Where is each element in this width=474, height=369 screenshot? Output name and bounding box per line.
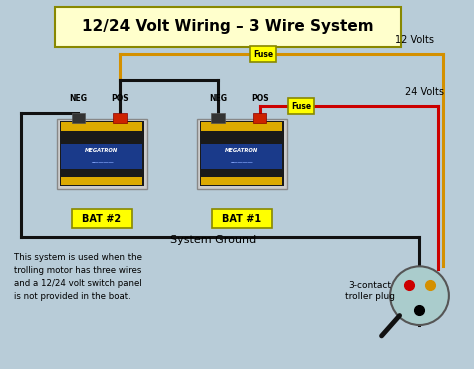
Circle shape — [390, 266, 449, 325]
FancyBboxPatch shape — [212, 209, 272, 228]
Text: 3-contact
troller plug: 3-contact troller plug — [345, 281, 395, 301]
Text: POS: POS — [251, 94, 269, 103]
FancyBboxPatch shape — [55, 7, 401, 47]
FancyBboxPatch shape — [201, 122, 283, 131]
Text: MEGATRON: MEGATRON — [225, 148, 258, 154]
Text: ─────────: ───────── — [230, 161, 253, 165]
Text: Fuse: Fuse — [253, 50, 273, 59]
Text: NEG: NEG — [209, 94, 227, 103]
FancyBboxPatch shape — [197, 118, 286, 189]
Text: BAT #2: BAT #2 — [82, 214, 121, 224]
FancyBboxPatch shape — [250, 46, 276, 62]
FancyBboxPatch shape — [62, 177, 142, 185]
FancyBboxPatch shape — [288, 99, 314, 114]
Text: BAT #1: BAT #1 — [222, 214, 261, 224]
FancyBboxPatch shape — [211, 113, 225, 123]
Text: 12/24 Volt Wiring – 3 Wire System: 12/24 Volt Wiring – 3 Wire System — [82, 20, 374, 34]
FancyBboxPatch shape — [57, 118, 147, 189]
FancyBboxPatch shape — [62, 144, 142, 169]
FancyBboxPatch shape — [201, 177, 283, 185]
Text: Fuse: Fuse — [291, 102, 311, 111]
FancyBboxPatch shape — [72, 113, 85, 123]
Text: POS: POS — [111, 94, 129, 103]
Text: 24 Volts: 24 Volts — [405, 87, 444, 97]
Text: System Ground: System Ground — [170, 235, 256, 245]
FancyBboxPatch shape — [60, 121, 144, 186]
Text: ─────────: ───────── — [91, 161, 113, 165]
FancyBboxPatch shape — [113, 113, 127, 123]
FancyBboxPatch shape — [201, 144, 283, 169]
FancyBboxPatch shape — [62, 122, 142, 131]
Text: This system is used when the
trolling motor has three wires
and a 12/24 volt swi: This system is used when the trolling mo… — [14, 253, 142, 301]
FancyBboxPatch shape — [200, 121, 283, 186]
FancyBboxPatch shape — [253, 113, 266, 123]
Text: NEG: NEG — [69, 94, 87, 103]
FancyBboxPatch shape — [72, 209, 132, 228]
Text: 12 Volts: 12 Volts — [395, 35, 434, 45]
Text: MEGATRON: MEGATRON — [85, 148, 118, 154]
